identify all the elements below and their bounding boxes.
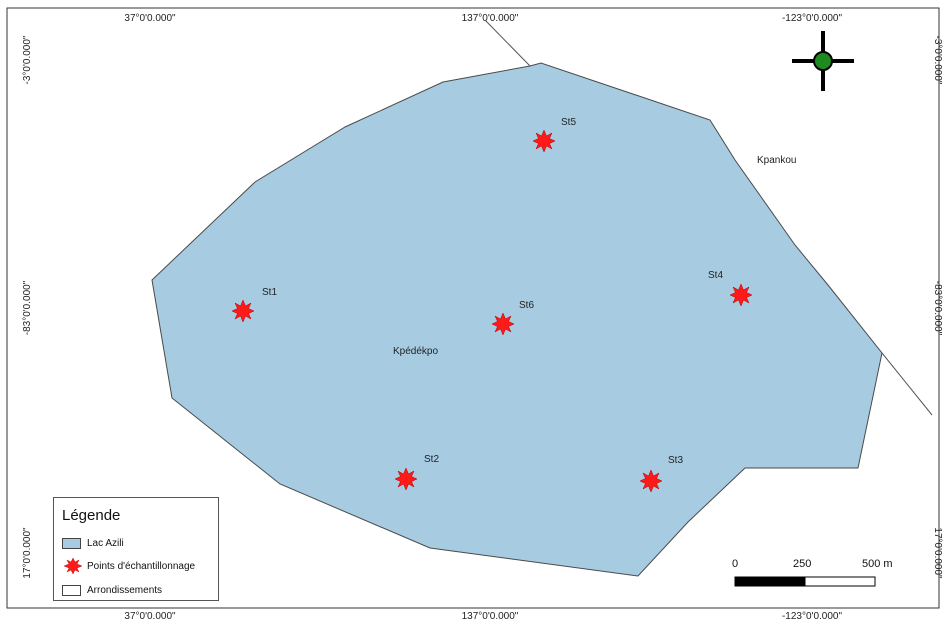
scale-bar-labels: 0 250 500 m <box>730 558 910 572</box>
legend-item-label: Arrondissements <box>87 584 163 596</box>
legend-item-stations: Points d'échantillonnage <box>62 558 196 574</box>
red-starburst-icon <box>491 312 515 336</box>
top-grid-label: 37°0'0.000" <box>124 13 176 24</box>
station-label: St5 <box>561 117 576 128</box>
right-grid-label: -83°0'0.000" <box>932 281 943 336</box>
red-starburst-icon <box>729 283 753 307</box>
station-label: St1 <box>262 287 277 298</box>
place-label-kpedekpo: Kpédékpo <box>393 346 438 357</box>
lake-swatch <box>62 537 81 549</box>
station-label: St6 <box>519 300 534 311</box>
red-starburst-icon <box>532 129 556 153</box>
station-st2[interactable] <box>394 467 418 491</box>
station-st4[interactable] <box>729 283 753 307</box>
right-grid-label: -3°0'0.000" <box>932 36 943 85</box>
left-grid-label: -83°0'0.000" <box>22 280 33 335</box>
lake-azili-polygon <box>151 62 883 577</box>
right-grid-label: 17°0'0.000" <box>932 527 943 579</box>
bottom-grid-label: 137°0'0.000" <box>462 611 519 622</box>
left-grid-label: 17°0'0.000" <box>22 527 33 579</box>
red-starburst-icon <box>639 469 663 493</box>
station-st6[interactable] <box>491 312 515 336</box>
station-label: St4 <box>708 270 723 281</box>
station-label: St2 <box>424 454 439 465</box>
arrondissement-boundary <box>881 352 933 416</box>
legend-item-label: Points d'échantillonnage <box>87 560 196 572</box>
legend-item-lake: Lac Azili <box>62 536 124 550</box>
scale-label-250: 250 <box>793 558 812 570</box>
left-grid-label: -3°0'0.000" <box>22 35 33 84</box>
bottom-grid-label: -123°0'0.000" <box>782 611 843 622</box>
station-st3[interactable] <box>639 469 663 493</box>
top-grid-label: 137°0'0.000" <box>462 13 519 24</box>
red-starburst-icon <box>231 299 255 323</box>
station-st5[interactable] <box>532 129 556 153</box>
legend-item-arrondissements: Arrondissements <box>62 583 162 597</box>
legend-item-label: Lac Azili <box>87 537 124 549</box>
legend-title: Légende <box>62 507 121 524</box>
bottom-grid-label: 37°0'0.000" <box>124 611 176 622</box>
station-label: St3 <box>668 455 683 466</box>
scale-bar <box>734 576 876 587</box>
scale-label-0: 0 <box>732 558 739 570</box>
arrondissement-boundary <box>484 19 531 67</box>
legend-box: Légende Lac Azili Points d'échantillonna… <box>53 497 219 601</box>
red-starburst-icon <box>63 558 83 574</box>
top-grid-label: -123°0'0.000" <box>782 13 843 24</box>
station-st1[interactable] <box>231 299 255 323</box>
red-starburst-icon <box>394 467 418 491</box>
arrondissement-swatch <box>62 584 81 596</box>
crosshair-north-arrow-icon <box>792 31 854 91</box>
place-label-kpankou: Kpankou <box>757 155 796 166</box>
scale-label-500: 500 m <box>862 558 893 570</box>
